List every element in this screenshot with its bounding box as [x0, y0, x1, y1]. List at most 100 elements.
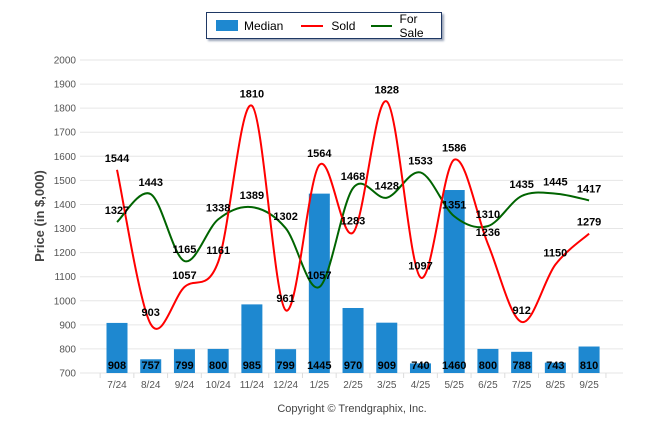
y-tick-label: 1600: [54, 152, 77, 163]
x-tick-label: 7/25: [512, 380, 532, 391]
median-bar: [173, 349, 195, 373]
median-data-label: 985: [243, 360, 261, 372]
y-axis-label: Price (in $,000): [32, 170, 47, 262]
legend: Median Sold For Sale: [206, 12, 442, 40]
sold-data-label: 1236: [476, 227, 500, 239]
sold-data-label: 1279: [577, 217, 601, 229]
x-tick-label: 9/24: [175, 380, 195, 391]
for-sale-data-label: 1351: [442, 199, 466, 211]
x-tick-label: 11/24: [240, 380, 265, 391]
x-tick-label: 9/25: [579, 380, 599, 391]
legend-swatch-sold: [301, 24, 324, 27]
sold-data-label: 1564: [307, 148, 332, 160]
for-sale-data-label: 1165: [173, 244, 197, 256]
sold-data-label: 1586: [442, 143, 466, 155]
median-data-label: 788: [512, 360, 530, 372]
y-tick-label: 1900: [54, 80, 77, 91]
x-tick-label: 12/24: [273, 380, 298, 391]
median-bar: [106, 322, 128, 373]
x-tick-label: 6/25: [478, 380, 498, 391]
for-sale-data-label: 1057: [307, 270, 331, 282]
y-tick-label: 1800: [54, 104, 77, 115]
x-tick-label: 5/25: [444, 380, 464, 391]
median-data-label: 743: [546, 360, 564, 372]
median-bar: [544, 362, 566, 373]
x-tick-label: 7/24: [107, 380, 127, 391]
sold-data-label: 1810: [240, 89, 264, 101]
median-data-label: 757: [142, 360, 160, 372]
for-sale-data-label: 1533: [408, 155, 432, 167]
median-bar: [477, 348, 499, 373]
for-sale-data-label: 1428: [375, 181, 399, 193]
data-labels: 908 757 799 800 985 799 1445 970 909 740 1460 800 78…: [105, 84, 602, 372]
sold-data-label: 903: [142, 307, 160, 319]
sold-data-label: 1161: [206, 245, 230, 257]
for-sale-data-label: 1327: [105, 205, 129, 217]
for-sale-data-label: 1417: [577, 183, 601, 195]
median-bar: [376, 322, 398, 373]
for-sale-data-label: 1468: [341, 171, 365, 183]
x-axis-ticks: 7/24 8/24 9/24 10/24 11/24 12/24 1/25 2/25 3/25 4…: [99, 373, 607, 391]
y-tick-label: 700: [59, 369, 76, 380]
y-axis-ticks: 700 800 900 1000 1100 1200 1300 1400 1500 1600 170…: [54, 56, 77, 380]
median-bar: [578, 346, 600, 373]
y-tick-label: 1100: [54, 272, 76, 283]
x-tick-label: 10/24: [206, 380, 231, 391]
sold-data-label: 1150: [543, 248, 567, 260]
median-data-label: 799: [276, 360, 294, 372]
sold-data-label: 1283: [341, 216, 365, 228]
median-data-label: 908: [108, 360, 126, 372]
median-data-label: 909: [378, 360, 396, 372]
legend-label-median: Median: [244, 18, 284, 33]
y-tick-label: 1300: [54, 224, 77, 235]
legend-label-for-sale: For Sale: [399, 11, 424, 40]
median-bar: [409, 363, 431, 373]
median-data-label: 810: [580, 360, 598, 372]
median-data-label: 1445: [307, 360, 331, 372]
gridlines: [80, 59, 623, 374]
median-bar: [207, 348, 229, 373]
sold-data-label: 961: [276, 293, 294, 305]
sold-data-label: 1097: [408, 260, 432, 272]
x-tick-label: 2/25: [343, 380, 363, 391]
y-tick-label: 1400: [54, 200, 77, 211]
sold-data-label: 912: [512, 305, 530, 317]
y-tick-label: 1000: [54, 296, 77, 307]
y-tick-label: 1500: [54, 176, 77, 187]
median-bar: [443, 190, 465, 373]
y-tick-label: 2000: [54, 56, 77, 67]
for-sale-data-label: 1338: [206, 202, 230, 214]
median-bar: [511, 351, 533, 373]
median-bar: [241, 304, 263, 373]
sold-data-label: 1828: [375, 84, 399, 96]
for-sale-data-label: 1445: [543, 177, 567, 189]
legend-item-sold[interactable]: Sold: [301, 19, 355, 33]
for-sale-data-label: 1302: [273, 211, 297, 223]
median-data-label: 740: [411, 360, 429, 372]
median-bar: [275, 349, 297, 373]
sold-data-label: 1544: [105, 153, 130, 165]
for-sale-data-label: 1389: [240, 190, 264, 202]
median-data-label: 800: [479, 360, 497, 372]
median-data-label: 799: [175, 360, 193, 372]
y-tick-label: 1200: [54, 248, 77, 259]
x-tick-label: 8/24: [141, 380, 161, 391]
sold-line: [116, 100, 590, 330]
for-sale-data-label: 1443: [138, 177, 162, 189]
x-tick-label: 1/25: [310, 380, 330, 391]
x-tick-label: 3/25: [377, 380, 397, 391]
sold-data-label: 1057: [172, 270, 196, 282]
copyright-footer: Copyright © Trendgraphix, Inc.: [277, 403, 426, 415]
legend-item-for-sale[interactable]: For Sale: [371, 12, 441, 40]
x-tick-label: 4/25: [411, 380, 431, 391]
for-sale-data-label: 1435: [509, 179, 533, 191]
median-bars: [106, 190, 600, 373]
for-sale-data-label: 1310: [476, 209, 500, 221]
legend-swatch-median: [216, 20, 238, 31]
median-bar: [308, 193, 330, 373]
legend-item-median[interactable]: Median: [216, 19, 283, 33]
y-tick-label: 1700: [54, 128, 77, 139]
x-tick-label: 8/25: [546, 380, 566, 391]
median-data-label: 970: [344, 360, 362, 372]
